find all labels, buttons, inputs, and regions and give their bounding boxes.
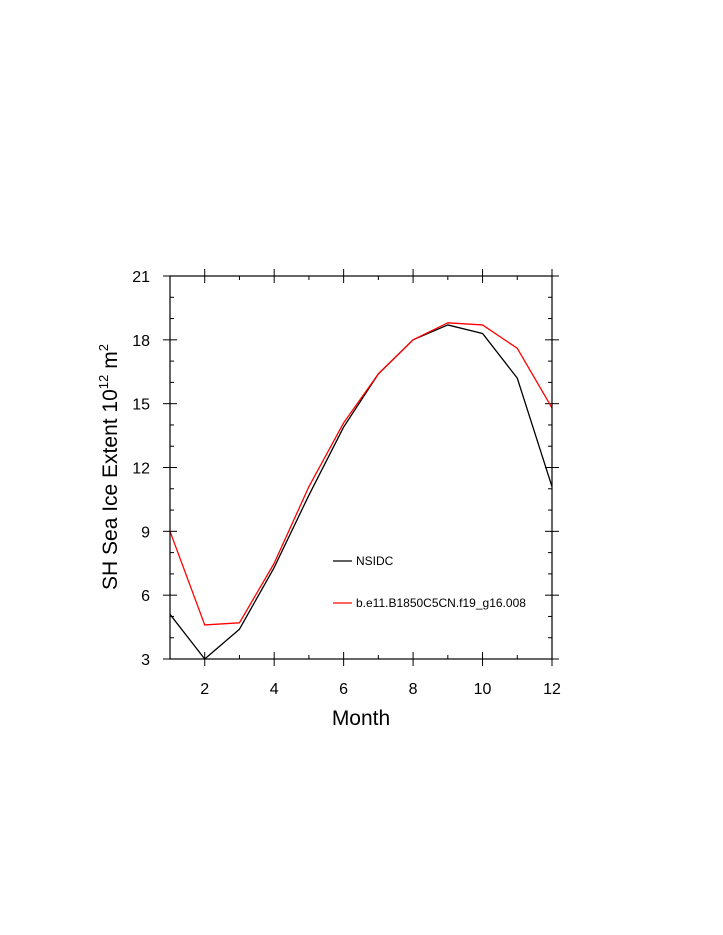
series-lines: [169, 322, 553, 660]
y-axis-title-text: SH Sea Ice Extent 10: [99, 389, 122, 590]
y-tick-label: 18: [132, 333, 150, 350]
y-axis-title-exponent: 12: [96, 375, 111, 389]
y-tick-label: 6: [141, 588, 150, 605]
y-tick-label: 12: [132, 461, 150, 478]
y-tick-label: 3: [141, 652, 150, 669]
tick-labels: 2 4 6 8 10 12 3 6 9 12 15 18 21: [132, 269, 561, 698]
legend: NSIDC b.e11.B1850C5CN.f19_g16.008: [333, 554, 526, 610]
plot-frame: [169, 275, 553, 660]
y-tick-label: 21: [132, 269, 150, 286]
legend-label-model: b.e11.B1850C5CN.f19_g16.008: [356, 596, 526, 610]
x-tick-label: 8: [409, 681, 418, 698]
x-axis-title: Month: [332, 707, 390, 730]
y-axis-title: SH Sea Ice Extent 1012 m2: [96, 344, 122, 590]
x-tick-label: 6: [339, 681, 348, 698]
y-tick-label: 15: [132, 397, 150, 414]
series-line-nsidc: [169, 324, 553, 660]
x-tick-label: 2: [200, 681, 209, 698]
y-axis-title-unit: m: [99, 351, 122, 369]
x-tick-label: 12: [543, 681, 561, 698]
y-tick-label: 9: [141, 524, 150, 541]
x-tick-label: 4: [270, 681, 279, 698]
series-line-model: [169, 322, 553, 626]
legend-label-nsidc: NSIDC: [356, 554, 394, 568]
x-tick-label: 10: [474, 681, 492, 698]
y-axis-title-unit-exponent: 2: [96, 344, 111, 351]
